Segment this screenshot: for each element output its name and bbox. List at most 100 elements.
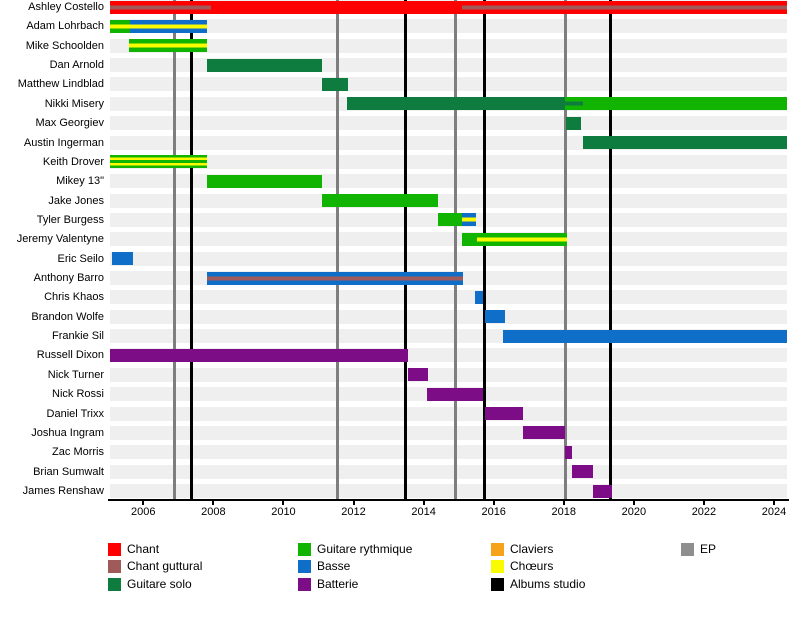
axis-tick — [773, 501, 776, 505]
member-label: Anthony Barro — [33, 272, 104, 285]
timeline-bar — [110, 0, 211, 14]
legend-label: Batterie — [317, 576, 359, 591]
member-label: Zac Morris — [52, 446, 104, 459]
row-band — [110, 193, 787, 208]
timeline-bar — [322, 77, 348, 91]
legend-label: Chœurs — [510, 559, 554, 574]
member-label: Adam Lohrbach — [26, 20, 104, 33]
timeline-bar — [503, 329, 787, 343]
ep-line — [172, 0, 176, 500]
axis-tick-label: 2024 — [761, 506, 787, 518]
member-label: Jeremy Valentyne — [16, 233, 104, 246]
member-label: Daniel Trixx — [46, 407, 104, 420]
timeline-bar — [322, 194, 438, 208]
member-label: Matthew Lindblad — [17, 78, 104, 91]
axis-tick-label: 2020 — [621, 506, 647, 518]
ep-line — [564, 0, 568, 500]
legend-label: Claviers — [510, 542, 554, 556]
axis-tick — [562, 501, 565, 505]
row-band — [110, 154, 787, 169]
timeline-bar — [207, 271, 464, 285]
row-band — [110, 464, 787, 479]
timeline-bar — [565, 97, 787, 111]
axis-tick — [492, 501, 495, 505]
timeline-bar — [475, 290, 484, 304]
member-label: Nick Turner — [47, 368, 104, 381]
member-label: Brian Sumwalt — [33, 465, 104, 478]
axis-tick-label: 2008 — [201, 506, 226, 518]
axis-tick — [702, 501, 705, 505]
legend-swatch-batterie — [298, 577, 311, 591]
legend-swatch-chant — [108, 543, 121, 556]
member-label: Jake Jones — [48, 194, 104, 207]
member-label: James Renshaw — [22, 485, 104, 497]
timeline-bar — [484, 310, 505, 324]
member-label: Brandon Wolfe — [31, 310, 104, 323]
timeline-bar — [583, 136, 787, 150]
row-band — [110, 367, 787, 382]
row-band — [110, 406, 787, 421]
ep-line — [454, 0, 457, 500]
legend-swatch-basse — [298, 560, 311, 574]
album-line — [482, 0, 486, 500]
axis-tick-label: 2014 — [411, 506, 436, 518]
timeline-bar — [346, 97, 566, 111]
row-band — [110, 38, 787, 53]
legend-swatch-ep — [681, 543, 694, 556]
member-label: Keith Drover — [42, 155, 104, 168]
timeline-bar — [111, 252, 134, 266]
member-label: Chris Khaos — [44, 291, 104, 304]
member-label: Joshua Ingram — [31, 426, 104, 439]
legend-label: Guitare rythmique — [317, 542, 413, 556]
member-label: Tyler Burgess — [36, 213, 104, 226]
row-band — [110, 445, 787, 460]
legend-label: EP — [700, 542, 717, 556]
legend-label: Basse — [317, 559, 351, 574]
legend-label: Guitare solo — [127, 576, 192, 591]
axis-tick-label: 2006 — [131, 506, 156, 518]
timeline-bar — [593, 484, 613, 498]
x-axis-line — [108, 499, 789, 501]
timeline-bar — [565, 445, 573, 459]
row-band — [110, 290, 787, 305]
legend-swatch-claviers — [491, 543, 504, 556]
member-label: Mikey 13" — [56, 175, 104, 188]
row-band — [110, 19, 787, 34]
timeline-bar — [210, 0, 463, 14]
timeline-bar — [110, 348, 408, 362]
timeline-bar — [523, 426, 566, 440]
axis-tick — [142, 501, 145, 505]
axis-tick-label: 2016 — [481, 506, 506, 518]
axis-tick — [282, 501, 285, 505]
member-label: Austin Ingerman — [23, 136, 104, 149]
legend-label: Albums studio — [510, 576, 586, 591]
legend-swatch-choeurs — [491, 560, 504, 574]
timeline-bar — [437, 213, 463, 227]
axis-tick — [352, 501, 355, 505]
timeline-bar — [110, 155, 208, 169]
legend-swatch-albums-studio — [491, 577, 504, 591]
member-label: Eric Seilo — [57, 252, 104, 265]
timeline-bar — [462, 213, 477, 227]
row-band — [110, 484, 787, 498]
member-label: Max Georgiev — [35, 117, 104, 130]
legend-swatch-chant-guttural — [108, 560, 121, 574]
row-band — [110, 232, 787, 247]
timeline-bar — [477, 232, 568, 246]
timeline-bar — [128, 39, 208, 53]
axis-tick — [422, 501, 425, 505]
ep-line — [335, 0, 339, 500]
member-label: Russell Dixon — [36, 349, 104, 362]
axis-tick-label: 2022 — [691, 506, 717, 518]
member-label: Nikki Misery — [44, 97, 104, 110]
timeline-bar — [565, 97, 584, 111]
timeline-bar — [110, 19, 130, 33]
timeline-bar — [462, 232, 478, 246]
album-line — [190, 0, 194, 500]
album-line — [403, 0, 407, 500]
legend-swatch-guitare-solo — [108, 577, 121, 591]
timeline-bar — [572, 465, 594, 479]
timeline-bar — [207, 174, 322, 188]
member-label: Frankie Sil — [52, 330, 104, 343]
